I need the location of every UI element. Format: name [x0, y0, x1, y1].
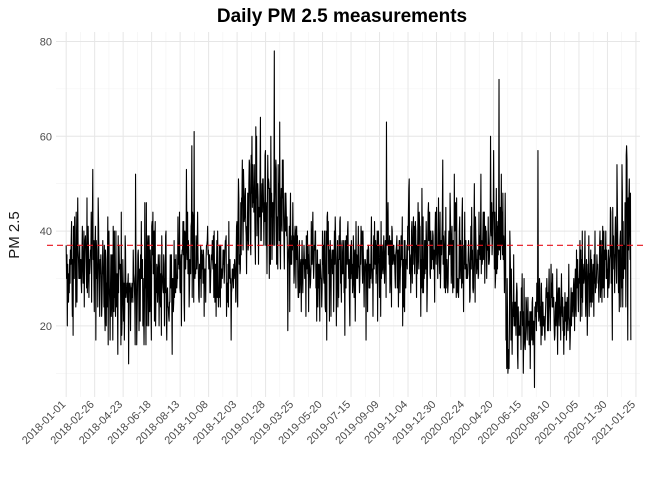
y-tick-label: 40: [40, 226, 52, 238]
major-gridlines: [56, 32, 640, 397]
y-tick-labels: 20 40 60 80: [40, 36, 52, 332]
series-layer: [65, 50, 632, 389]
y-axis-label: PM 2.5: [6, 211, 23, 259]
chart-title: Daily PM 2.5 measurements: [217, 6, 467, 27]
y-tick-label: 20: [40, 321, 52, 333]
x-tick-labels: 2018-01-012018-02-262018-04-232018-06-18…: [20, 399, 638, 447]
pm25-series-line: [65, 50, 632, 389]
y-tick-label: 80: [40, 36, 52, 48]
y-tick-label: 60: [40, 131, 52, 143]
